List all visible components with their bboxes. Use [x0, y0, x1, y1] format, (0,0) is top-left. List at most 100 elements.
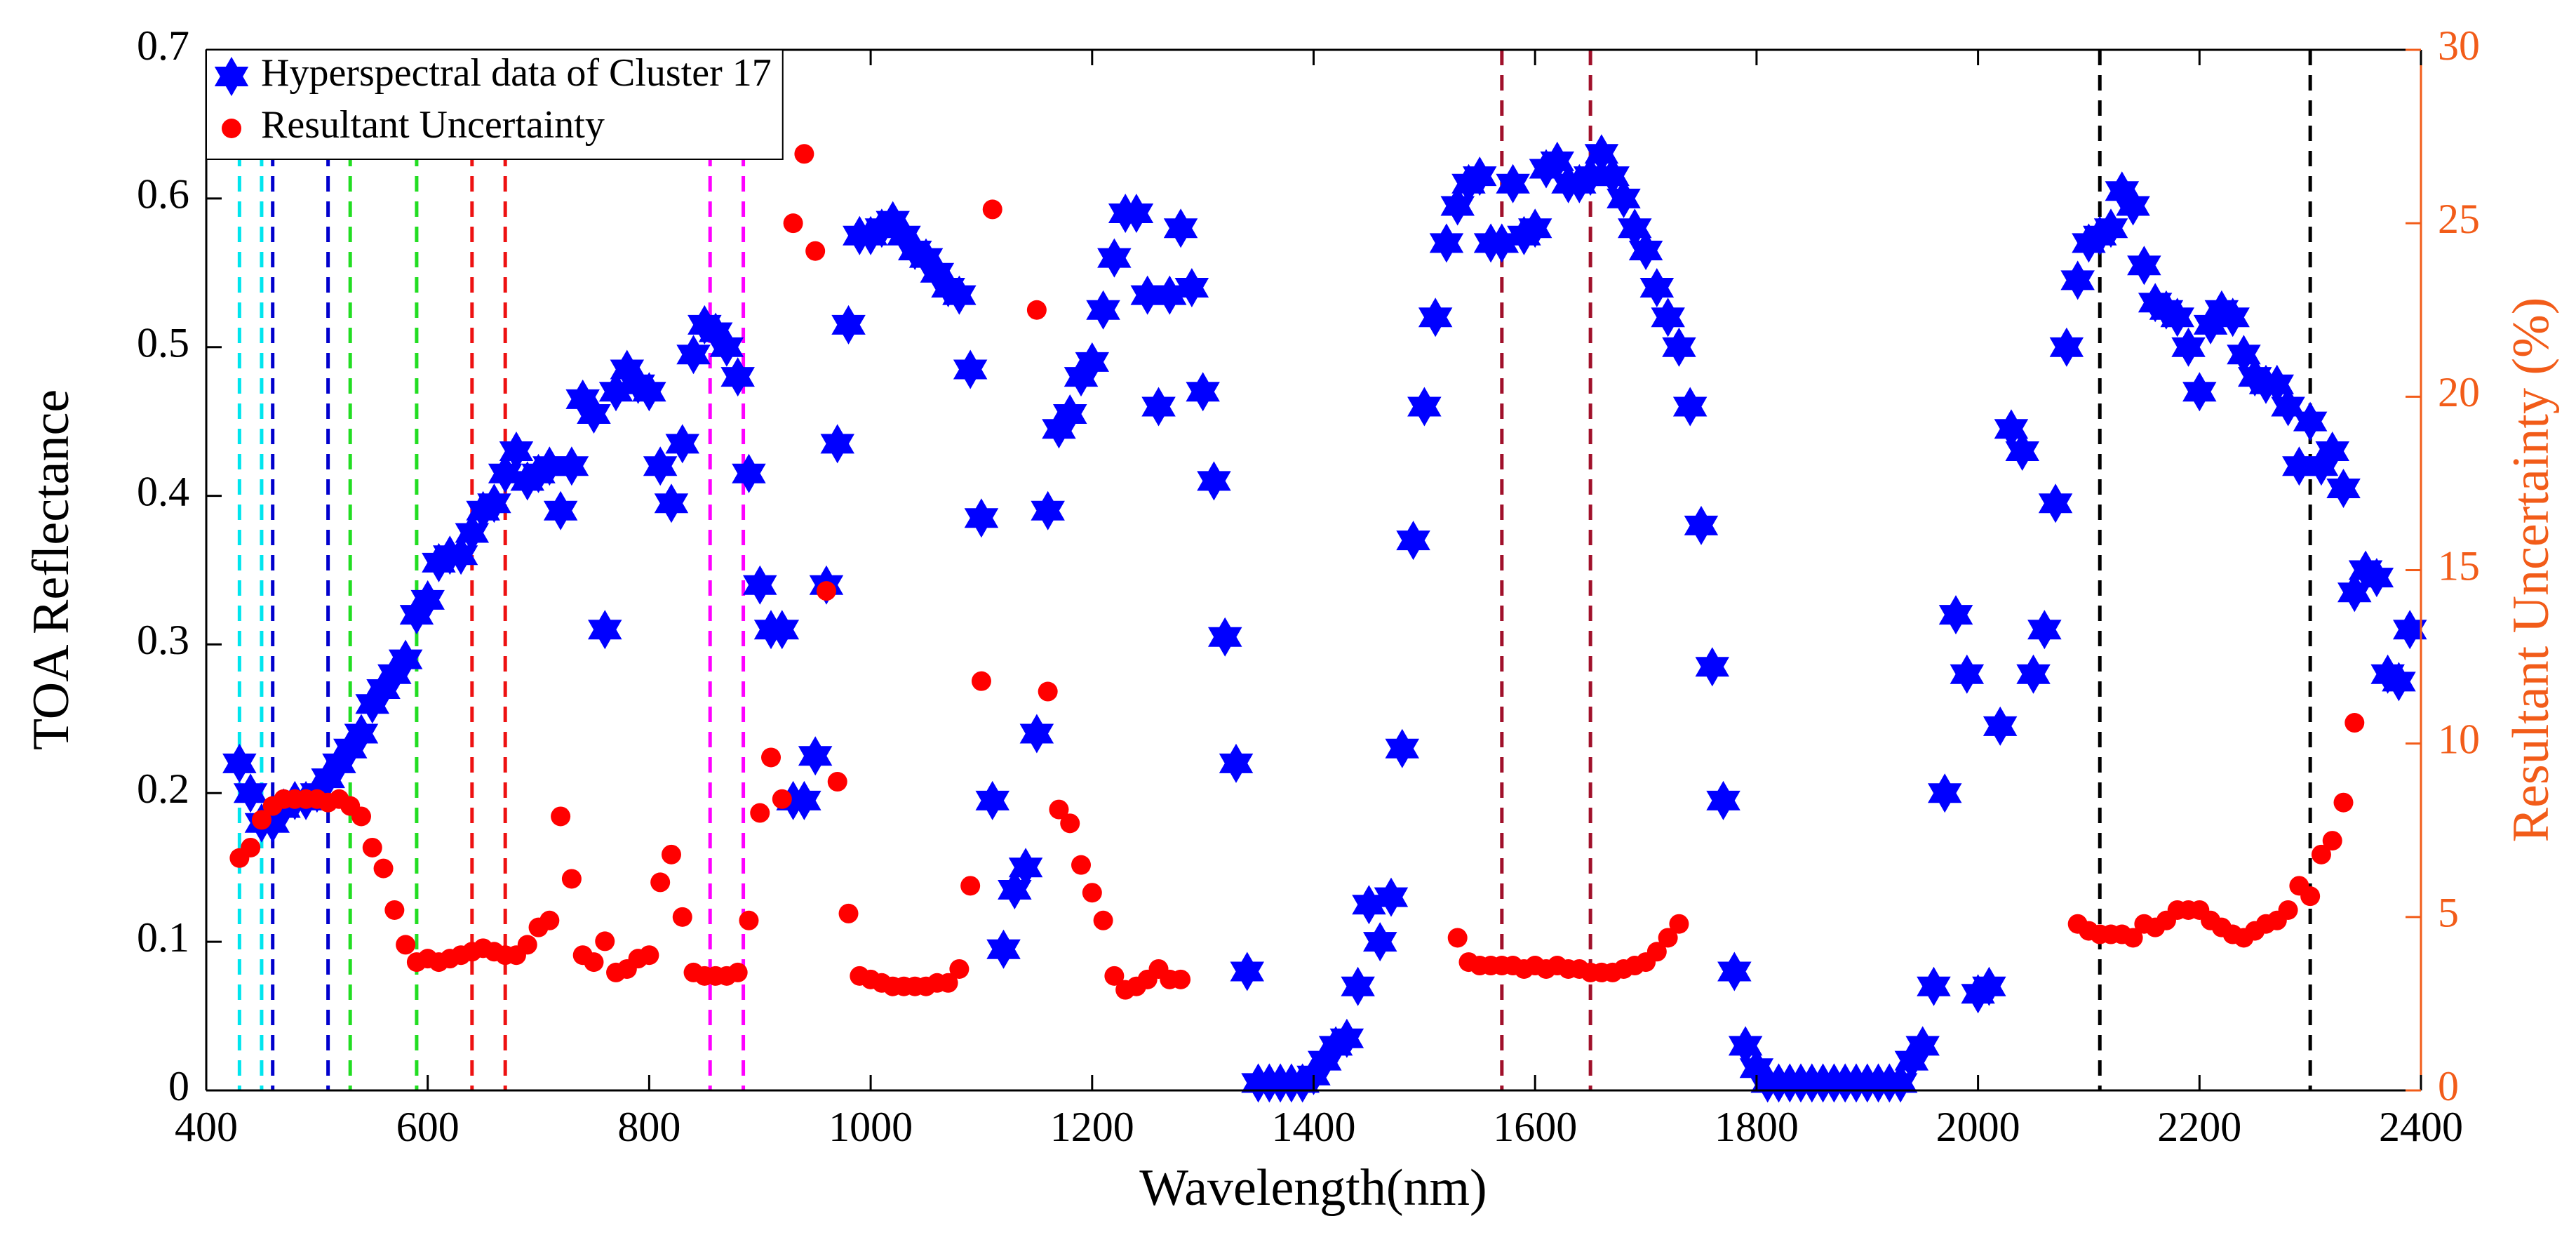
star-marker	[2215, 298, 2250, 338]
star-marker	[2359, 558, 2394, 598]
star-marker	[720, 357, 755, 397]
dot-marker	[982, 199, 1002, 220]
dot-marker	[2311, 844, 2331, 864]
star-marker	[1407, 387, 1442, 427]
star-marker	[477, 483, 511, 523]
star-marker	[2293, 401, 2328, 441]
dot-marker	[362, 837, 382, 857]
star-marker	[643, 446, 678, 486]
star-marker	[1053, 394, 1087, 434]
x-tick-label: 1600	[1493, 1104, 1577, 1150]
star-marker	[1938, 595, 1973, 635]
star-marker	[588, 610, 622, 650]
star-marker	[1905, 1026, 1940, 1066]
dot-marker	[1171, 969, 1191, 989]
dot-marker	[805, 241, 826, 261]
dot-marker	[1646, 942, 1667, 962]
y-tick-label: 0.3	[137, 617, 189, 663]
dot-marker	[816, 581, 836, 601]
star-marker	[1639, 268, 1675, 307]
star-marker	[1329, 1018, 1364, 1058]
y-tick-label: 0.2	[137, 766, 189, 812]
star-marker	[2049, 327, 2084, 367]
star-marker	[1153, 275, 1187, 315]
star-marker	[2016, 654, 2051, 694]
star-marker	[1119, 194, 1154, 233]
star-marker	[831, 305, 866, 345]
star-marker	[654, 483, 689, 523]
y2-tick-label: 25	[2438, 196, 2480, 242]
star-marker	[1363, 922, 1397, 962]
dot-marker	[2123, 928, 2143, 948]
star-marker	[1518, 208, 1552, 248]
star-marker	[2027, 610, 2062, 650]
dot-marker	[739, 910, 759, 930]
star-marker	[1606, 178, 1641, 218]
x-tick-label: 1000	[829, 1104, 913, 1150]
dot-marker	[1038, 681, 1058, 702]
dot-marker	[351, 806, 371, 827]
star-marker	[2393, 610, 2427, 650]
star-marker	[1385, 728, 1419, 768]
star-marker	[1717, 951, 1752, 991]
x-tick-label: 2200	[2157, 1104, 2241, 1150]
star-marker	[344, 714, 379, 754]
y2-tick-label: 5	[2438, 890, 2459, 936]
dot-marker	[650, 872, 671, 893]
star-marker	[2382, 662, 2416, 702]
star-marker	[1097, 238, 1132, 278]
star-marker	[820, 424, 854, 464]
dot-marker	[761, 747, 781, 768]
star-marker	[1174, 268, 1209, 307]
dot-marker	[971, 671, 991, 691]
star-marker	[1651, 298, 1685, 338]
star-marker	[499, 432, 534, 471]
star-marker	[1972, 966, 2006, 1006]
star-marker	[214, 57, 249, 96]
x-axis-label: Wavelength(nm)	[1139, 1159, 1487, 1217]
dot-marker	[1093, 910, 1113, 930]
dot-marker	[672, 907, 692, 927]
dot-marker	[949, 959, 970, 979]
dot-marker	[772, 789, 792, 809]
star-marker	[1197, 461, 1231, 501]
dot-marker	[794, 144, 814, 164]
dot-marker	[750, 803, 770, 823]
dot-marker	[1104, 966, 1125, 986]
star-marker	[1418, 298, 1453, 338]
axes: 400 600 800 1000 1200 1400 1600 1800 2000 2200 240…	[137, 22, 2480, 1150]
star-marker	[787, 780, 821, 820]
star-marker	[388, 639, 423, 679]
dot-marker	[396, 935, 416, 955]
y-tick-label: 0.5	[137, 319, 189, 366]
y2-tick-label: 15	[2438, 542, 2480, 589]
star-marker	[1230, 951, 1264, 991]
star-marker	[2326, 469, 2361, 508]
dot-marker	[384, 900, 405, 920]
dot-marker	[838, 903, 859, 923]
dot-marker	[1071, 855, 1092, 875]
star-marker	[632, 372, 666, 412]
y-tick-label: 0.1	[137, 914, 189, 961]
star-marker	[1672, 387, 1708, 427]
star-marker	[709, 327, 744, 367]
dot-marker	[1049, 799, 1069, 820]
star-marker	[2160, 298, 2194, 338]
legend-label: Resultant Uncertainty	[261, 103, 605, 147]
star-marker	[1484, 223, 1520, 263]
dot-marker	[1447, 928, 1468, 948]
y2-tick-label: 30	[2438, 22, 2480, 69]
dot-marker	[241, 837, 261, 857]
legend-box	[206, 49, 784, 160]
star-marker	[942, 275, 977, 315]
star-marker	[1429, 223, 1464, 263]
y-tick-label: 0.6	[137, 171, 189, 218]
y-tick-label: 0.4	[137, 468, 189, 514]
star-marker	[676, 335, 711, 375]
dot-marker	[517, 935, 537, 955]
star-marker	[1208, 617, 1242, 657]
star-marker	[1186, 372, 1220, 412]
star-marker	[2060, 260, 2095, 300]
star-marker	[1374, 877, 1409, 917]
dot-marker	[222, 119, 241, 138]
